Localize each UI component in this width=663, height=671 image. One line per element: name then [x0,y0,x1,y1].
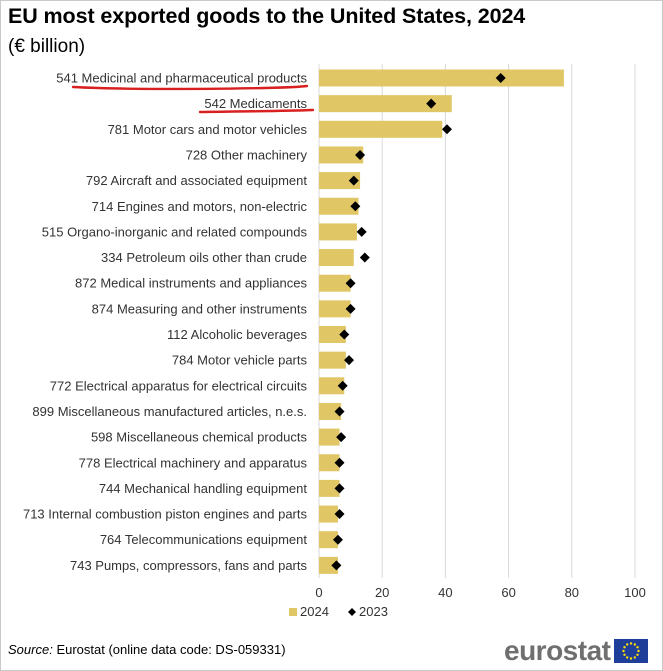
category-label: 743 Pumps, compressors, fans and parts [70,558,308,573]
marker-2023 [359,252,370,263]
category-label: 515 Organo-inorganic and related compoun… [42,224,308,239]
marker-2023 [355,149,366,160]
marker-2023 [334,483,345,494]
bar-2024 [319,197,359,215]
marker-2023 [334,457,345,468]
marker-2023 [345,278,356,289]
marker-2023 [345,303,356,314]
marker-2023 [426,98,437,109]
bar-2024 [319,95,452,113]
category-label: 598 Miscellaneous chemical products [91,430,308,445]
legend-label-2024: 2024 [300,604,329,619]
chart-subtitle: (€ billion) [8,36,86,57]
bar-2024 [319,428,340,446]
x-tick-label: 0 [315,585,322,600]
category-label: 784 Motor vehicle parts [172,353,308,368]
marker-2023 [337,380,348,391]
marker-2023 [334,509,345,520]
category-label: 728 Other machinery [186,147,308,162]
x-tick-label: 100 [624,585,646,600]
legend-swatch-2024 [289,608,297,616]
x-tick-label: 60 [501,585,515,600]
category-label: 713 Internal combustion piston engines a… [23,507,308,522]
bar-2024 [319,377,345,395]
highlight-underline [198,108,315,114]
bar-2024 [319,531,338,549]
category-label: 764 Telecommunications equipment [100,532,308,547]
marker-2023 [350,201,361,212]
category-label: 112 Alcoholic beverages [167,327,307,342]
bar-2024 [319,479,340,497]
bar-2024 [319,326,346,343]
category-label: 872 Medical instruments and appliances [75,276,307,291]
category-label: 781 Motor cars and motor vehicles [108,122,308,137]
bar-2024 [319,120,443,138]
x-tick-label: 80 [565,585,579,600]
category-label: 542 Medicaments [204,96,307,111]
marker-2023 [356,226,367,237]
eu-flag-icon [614,639,649,663]
marker-2023 [441,124,452,135]
category-label: 874 Measuring and other instruments [92,301,308,316]
category-label: 744 Mechanical handling equipment [99,481,308,496]
bar-2024 [319,300,351,318]
bar-2024 [319,274,351,292]
x-tick-label: 20 [375,585,389,600]
category-label: 778 Electrical machinery and apparatus [79,455,308,470]
bar-2024 [319,505,338,523]
marker-2023 [336,432,347,443]
bar-2024 [319,351,346,369]
bar-2024 [319,249,354,267]
bar-2024 [319,146,364,164]
legend-marker-2023 [348,608,356,616]
category-label: 334 Petroleum oils other than crude [101,250,307,265]
bar-2024 [319,402,342,420]
source-text: Eurostat (online data code: DS-059331) [56,642,286,657]
category-label: 714 Engines and motors, non-electric [92,199,308,214]
marker-2023 [339,329,350,340]
bar-2024 [319,556,338,574]
marker-2023 [332,534,343,545]
category-label: 541 Medicinal and pharmaceutical product… [56,71,307,86]
category-label: 772 Electrical apparatus for electrical … [50,378,308,393]
x-tick-label: 40 [438,585,452,600]
category-label: 899 Miscellaneous manufactured articles,… [32,404,307,419]
category-label: 792 Aircraft and associated equipment [86,173,308,188]
marker-2023 [495,73,506,83]
bar-2024 [319,223,357,241]
legend-label-2023: 2023 [359,604,388,619]
highlight-underline [71,84,309,91]
eurostat-logo: eurostat [504,635,649,666]
marker-2023 [331,560,342,571]
marker-2023 [348,175,359,186]
marker-2023 [334,406,345,417]
bar-2024 [319,454,340,472]
marker-2023 [344,355,355,366]
bar-2024 [319,69,564,87]
chart-title: EU most exported goods to the United Sta… [8,4,526,28]
bar-2024 [319,172,361,190]
source-note: Source: Eurostat (online data code: DS-0… [8,642,286,657]
logo-text: eurostat [504,635,611,666]
source-label: Source: [8,642,53,657]
